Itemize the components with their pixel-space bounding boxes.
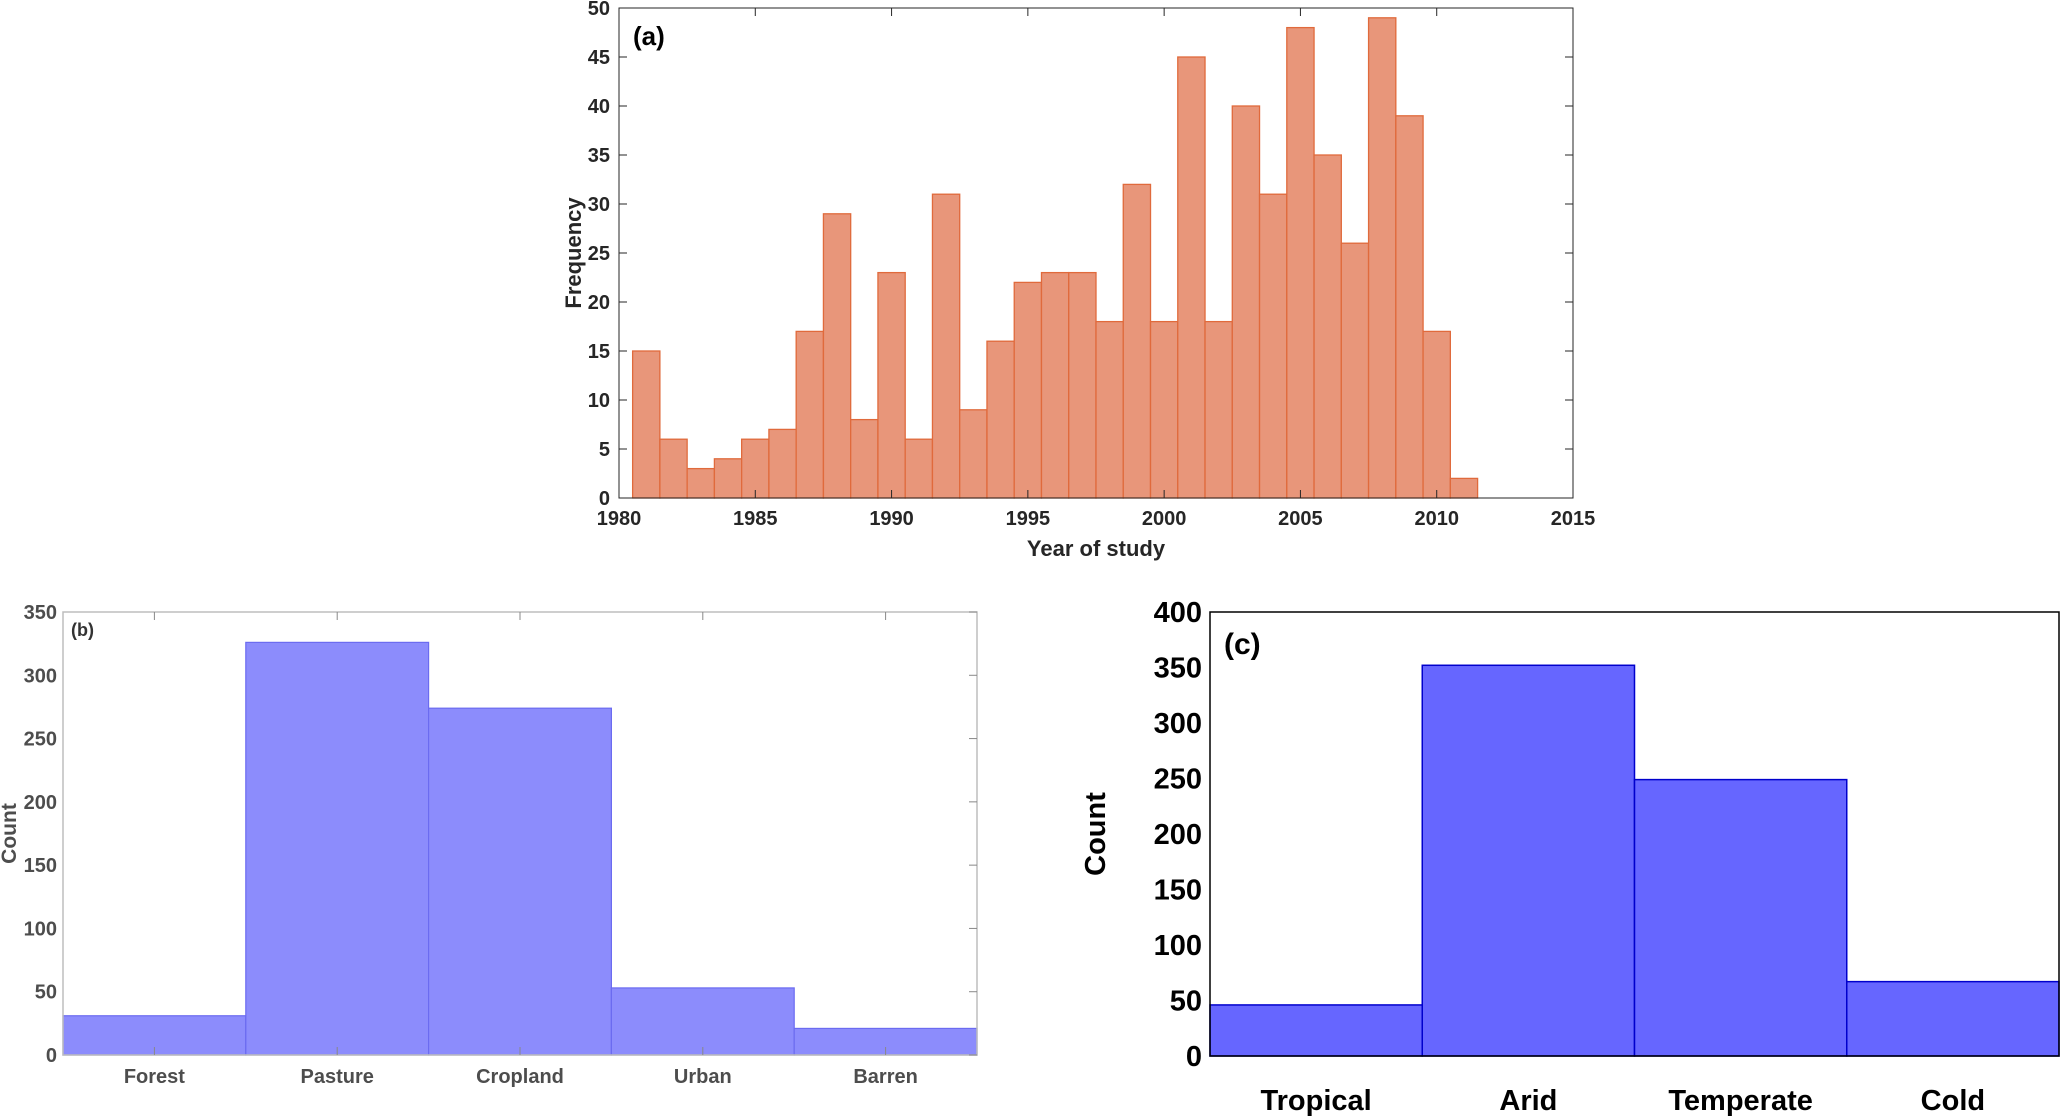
panel-label: (b)	[71, 620, 94, 640]
y-tick-label: 200	[24, 792, 57, 814]
y-tick-label: 300	[24, 665, 57, 687]
y-tick-label: 100	[1154, 930, 1202, 962]
y-tick-label: 40	[588, 96, 610, 118]
histogram-bar	[631, 350, 661, 499]
histogram-bar	[1040, 271, 1070, 499]
bar-tropical	[1209, 1004, 1423, 1057]
y-tick-label: 350	[1154, 653, 1202, 685]
histogram-bar	[741, 438, 770, 499]
y-tick-label: 150	[24, 855, 57, 877]
y-tick-label: 50	[1170, 986, 1202, 1018]
histogram-bar	[1340, 242, 1370, 499]
histogram-bar	[795, 330, 825, 499]
histogram-bar	[1313, 154, 1342, 499]
y-tick-label: 30	[588, 194, 610, 216]
chart-b: Forest Pasture Cropland Urban Barren 0 50 100 15…	[0, 602, 978, 1088]
x-tick-label: Barren	[853, 1066, 917, 1088]
histogram-bar	[1149, 320, 1179, 499]
y-tick-label: 50	[588, 0, 610, 20]
y-tick-label: 100	[24, 918, 57, 940]
x-tick-label: 1995	[1006, 508, 1051, 530]
bar-cropland	[428, 707, 613, 1056]
histogram-bar	[686, 467, 716, 499]
histogram-bar	[1395, 115, 1424, 499]
histogram-bar	[1068, 271, 1097, 499]
histogram-bar	[850, 418, 879, 499]
x-tick-label: 2015	[1551, 508, 1596, 530]
panel-label: (c)	[1224, 628, 1261, 661]
x-tick-label: 1980	[597, 508, 642, 530]
y-tick-label: 350	[24, 602, 57, 624]
y-tick-label: 400	[1154, 597, 1202, 629]
y-tick-label: 45	[588, 47, 610, 69]
histogram-bar	[931, 193, 961, 499]
histogram-bar	[1231, 105, 1261, 499]
x-tick-label: 2000	[1142, 508, 1187, 530]
y-tick-label: 20	[588, 292, 610, 314]
y-tick-label: 50	[35, 982, 57, 1004]
y-axis-label: Frequency	[561, 197, 586, 309]
bar-temperate	[1633, 778, 1848, 1057]
histogram-bar	[713, 458, 743, 499]
x-tick-label: 2005	[1278, 508, 1323, 530]
chart-c: Tropical Arid Temperate Cold 0 50 100 150 200 250…	[1080, 597, 2060, 1116]
x-axis-label: Year of study	[1027, 536, 1166, 561]
histogram-bar	[959, 409, 988, 499]
y-axis-label: Count	[1080, 792, 1112, 876]
histogram-bar	[1258, 193, 1288, 499]
chart-a: 1980 1985 1990 1995 2000 2005 2010 2015 0 5 10 15 20…	[561, 0, 1595, 561]
histogram-bar	[1177, 56, 1206, 499]
y-tick-label: 0	[46, 1045, 57, 1067]
histogram-bar	[659, 438, 688, 499]
x-tick-label: 2010	[1414, 508, 1459, 530]
x-tick-label: Forest	[124, 1066, 185, 1088]
histogram-bar	[1095, 320, 1124, 499]
y-tick-label: 300	[1154, 708, 1202, 740]
x-tick-label: Arid	[1499, 1085, 1557, 1116]
y-tick-label: 15	[588, 341, 610, 363]
x-tick-label: 1990	[869, 508, 914, 530]
histogram-bar	[1013, 281, 1043, 499]
histogram-bar	[986, 340, 1015, 499]
y-axis-label: Count	[0, 803, 21, 864]
histogram-bar	[768, 428, 797, 499]
axes-box	[1209, 611, 2060, 1057]
y-tick-label: 200	[1154, 819, 1202, 851]
x-tick-label: Temperate	[1668, 1085, 1813, 1116]
bar-pasture	[245, 641, 430, 1056]
bar-arid	[1421, 664, 1636, 1057]
y-tick-label: 10	[588, 390, 610, 412]
x-tick-label: 1985	[733, 508, 778, 530]
histogram-bar	[904, 438, 934, 499]
y-tick-label: 35	[588, 145, 610, 167]
panel-label: (a)	[633, 21, 665, 51]
y-tick-label: 250	[1154, 764, 1202, 796]
histogram-bar	[1204, 320, 1233, 499]
y-tick-label: 0	[1186, 1041, 1202, 1073]
x-tick-label: Cropland	[476, 1066, 564, 1088]
histogram-bar	[1286, 26, 1315, 499]
y-tick-label: 0	[599, 488, 610, 510]
x-tick-label: Urban	[674, 1066, 732, 1088]
y-tick-label: 150	[1154, 875, 1202, 907]
histogram-bar	[822, 213, 852, 499]
bar-urban	[610, 987, 795, 1056]
x-tick-label: Tropical	[1261, 1085, 1372, 1116]
x-tick-label: Pasture	[301, 1066, 374, 1088]
y-tick-label: 5	[599, 439, 610, 461]
y-tick-label: 250	[24, 729, 57, 751]
x-tick-label: Cold	[1921, 1085, 1985, 1116]
histogram-bar	[1422, 330, 1451, 499]
y-tick-label: 25	[588, 243, 610, 265]
histogram-bar	[1367, 17, 1397, 499]
histogram-bar	[877, 271, 906, 499]
bar-cold	[1846, 980, 2060, 1057]
histogram-bar	[1122, 183, 1152, 499]
histogram-bar	[1449, 477, 1479, 499]
